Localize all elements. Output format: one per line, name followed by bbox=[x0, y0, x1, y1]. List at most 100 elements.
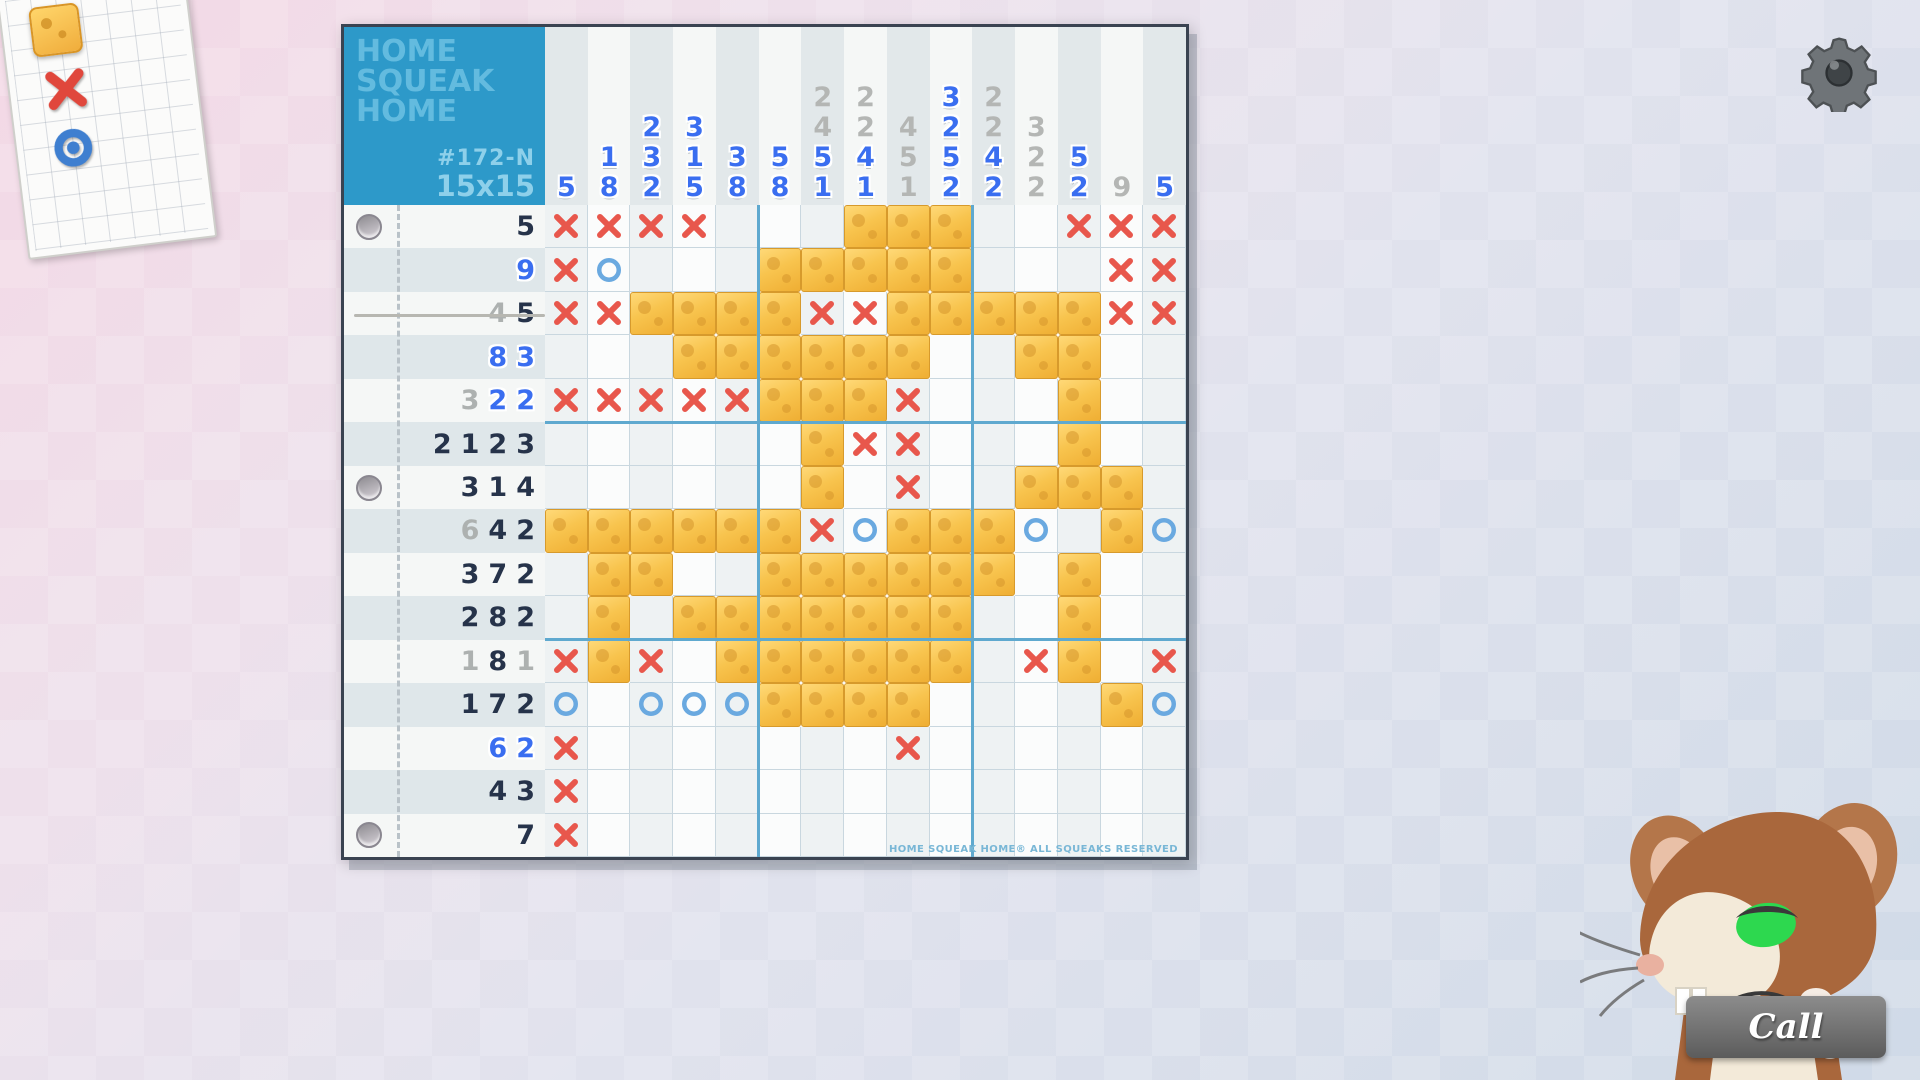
grid-cell-r10-c13[interactable] bbox=[1057, 596, 1101, 640]
grid-cell-r8-c15[interactable] bbox=[1143, 509, 1186, 553]
grid-cell-r15-c1[interactable] bbox=[545, 813, 588, 857]
grid-cell-r9-c1[interactable] bbox=[545, 552, 588, 597]
grid-cell-r7-c3[interactable] bbox=[630, 465, 674, 510]
grid-cell-r15-c13[interactable] bbox=[1057, 813, 1101, 857]
grid-cell-r11-c5[interactable] bbox=[715, 639, 759, 684]
grid-cell-r1-c12[interactable] bbox=[1015, 205, 1058, 249]
grid-cell-r7-c8[interactable] bbox=[844, 465, 887, 510]
grid-cell-r5-c2[interactable] bbox=[587, 378, 631, 423]
grid-cell-r2-c2[interactable] bbox=[587, 248, 631, 292]
grid-cell-r12-c10[interactable] bbox=[929, 683, 973, 727]
grid-cell-r7-c2[interactable] bbox=[587, 465, 631, 510]
grid-cell-r10-c5[interactable] bbox=[715, 596, 759, 640]
grid-cell-r1-c10[interactable] bbox=[929, 205, 973, 249]
grid-cell-r6-c9[interactable] bbox=[886, 422, 930, 466]
grid-cell-r9-c8[interactable] bbox=[844, 552, 887, 597]
grid-cell-r14-c1[interactable] bbox=[545, 770, 588, 814]
grid-cell-r6-c3[interactable] bbox=[630, 422, 674, 466]
grid-cell-r10-c8[interactable] bbox=[844, 596, 887, 640]
grid-cell-r4-c12[interactable] bbox=[1015, 335, 1058, 379]
grid-cell-r15-c12[interactable] bbox=[1015, 813, 1058, 857]
grid-cell-r12-c2[interactable] bbox=[587, 683, 631, 727]
grid-cell-r2-c9[interactable] bbox=[886, 248, 930, 292]
grid-cell-r2-c3[interactable] bbox=[630, 248, 674, 292]
grid-cell-r7-c13[interactable] bbox=[1057, 465, 1101, 510]
grid-cell-r14-c5[interactable] bbox=[715, 770, 759, 814]
grid-cell-r3-c12[interactable] bbox=[1015, 291, 1058, 336]
cross-mark-tool-icon[interactable] bbox=[39, 63, 92, 115]
grid-cell-r12-c3[interactable] bbox=[630, 683, 674, 727]
cheese-fill-tool-icon[interactable] bbox=[27, 2, 84, 58]
grid-cell-r14-c11[interactable] bbox=[972, 770, 1016, 814]
grid-cell-r2-c5[interactable] bbox=[715, 248, 759, 292]
grid-cell-r3-c14[interactable] bbox=[1100, 291, 1144, 336]
grid-cell-r5-c4[interactable] bbox=[673, 378, 716, 423]
grid-cell-r7-c4[interactable] bbox=[673, 465, 716, 510]
grid-cell-r14-c7[interactable] bbox=[801, 770, 845, 814]
grid-cell-r14-c10[interactable] bbox=[929, 770, 973, 814]
grid-cell-r9-c7[interactable] bbox=[801, 552, 845, 597]
grid-cell-r5-c1[interactable] bbox=[545, 378, 588, 423]
grid-cell-r4-c1[interactable] bbox=[545, 335, 588, 379]
grid-cell-r13-c5[interactable] bbox=[715, 726, 759, 771]
grid-cell-r12-c12[interactable] bbox=[1015, 683, 1058, 727]
grid-cell-r10-c6[interactable] bbox=[758, 596, 802, 640]
grid-cell-r7-c6[interactable] bbox=[758, 465, 802, 510]
grid-cell-r12-c15[interactable] bbox=[1143, 683, 1186, 727]
grid-cell-r7-c7[interactable] bbox=[801, 465, 845, 510]
grid-cell-r8-c5[interactable] bbox=[715, 509, 759, 553]
grid-cell-r4-c7[interactable] bbox=[801, 335, 845, 379]
grid-cell-r8-c3[interactable] bbox=[630, 509, 674, 553]
grid-cell-r4-c3[interactable] bbox=[630, 335, 674, 379]
grid-cell-r3-c11[interactable] bbox=[972, 291, 1016, 336]
grid-cell-r11-c12[interactable] bbox=[1015, 639, 1058, 684]
grid-cell-r15-c2[interactable] bbox=[587, 813, 631, 857]
grid-cell-r11-c2[interactable] bbox=[587, 639, 631, 684]
grid-cell-r2-c8[interactable] bbox=[844, 248, 887, 292]
grid-cell-r9-c15[interactable] bbox=[1143, 552, 1186, 597]
grid-cell-r3-c6[interactable] bbox=[758, 291, 802, 336]
grid-cell-r13-c7[interactable] bbox=[801, 726, 845, 771]
grid-cell-r15-c15[interactable] bbox=[1143, 813, 1186, 857]
grid-cell-r12-c1[interactable] bbox=[545, 683, 588, 727]
grid-cell-r14-c3[interactable] bbox=[630, 770, 674, 814]
grid-cell-r5-c10[interactable] bbox=[929, 378, 973, 423]
grid-cell-r15-c8[interactable] bbox=[844, 813, 887, 857]
grid-cell-r1-c11[interactable] bbox=[972, 205, 1016, 249]
grid-cell-r7-c14[interactable] bbox=[1100, 465, 1144, 510]
grid-cell-r11-c13[interactable] bbox=[1057, 639, 1101, 684]
grid-cell-r14-c6[interactable] bbox=[758, 770, 802, 814]
grid-cell-r13-c3[interactable] bbox=[630, 726, 674, 771]
gear-icon[interactable] bbox=[1800, 34, 1878, 115]
grid-cell-r12-c4[interactable] bbox=[673, 683, 716, 727]
grid-cell-r14-c2[interactable] bbox=[587, 770, 631, 814]
grid-cell-r11-c1[interactable] bbox=[545, 639, 588, 684]
grid-cell-r4-c5[interactable] bbox=[715, 335, 759, 379]
grid-cell-r3-c1[interactable] bbox=[545, 291, 588, 336]
grid-cell-r12-c13[interactable] bbox=[1057, 683, 1101, 727]
grid-cell-r5-c15[interactable] bbox=[1143, 378, 1186, 423]
grid-cell-r10-c2[interactable] bbox=[587, 596, 631, 640]
grid-cell-r2-c7[interactable] bbox=[801, 248, 845, 292]
grid-cell-r10-c15[interactable] bbox=[1143, 596, 1186, 640]
grid-cell-r6-c6[interactable] bbox=[758, 422, 802, 466]
grid-cell-r2-c6[interactable] bbox=[758, 248, 802, 292]
grid-cell-r1-c2[interactable] bbox=[587, 205, 631, 249]
grid-cell-r6-c10[interactable] bbox=[929, 422, 973, 466]
grid-cell-r4-c2[interactable] bbox=[587, 335, 631, 379]
grid-cell-r4-c15[interactable] bbox=[1143, 335, 1186, 379]
grid-cell-r5-c3[interactable] bbox=[630, 378, 674, 423]
grid-cell-r2-c15[interactable] bbox=[1143, 248, 1186, 292]
grid-cell-r12-c8[interactable] bbox=[844, 683, 887, 727]
grid-cell-r5-c7[interactable] bbox=[801, 378, 845, 423]
grid-cell-r11-c4[interactable] bbox=[673, 639, 716, 684]
grid-cell-r5-c6[interactable] bbox=[758, 378, 802, 423]
grid-cell-r15-c14[interactable] bbox=[1100, 813, 1144, 857]
grid-cell-r5-c5[interactable] bbox=[715, 378, 759, 423]
grid-cell-r2-c4[interactable] bbox=[673, 248, 716, 292]
grid-cell-r10-c12[interactable] bbox=[1015, 596, 1058, 640]
grid-cell-r5-c14[interactable] bbox=[1100, 378, 1144, 423]
puzzle-grid-area[interactable]: HOME SQUEAK HOME® ALL SQUEAKS RESERVED bbox=[545, 205, 1186, 857]
grid-cell-r11-c9[interactable] bbox=[886, 639, 930, 684]
grid-cell-r12-c6[interactable] bbox=[758, 683, 802, 727]
